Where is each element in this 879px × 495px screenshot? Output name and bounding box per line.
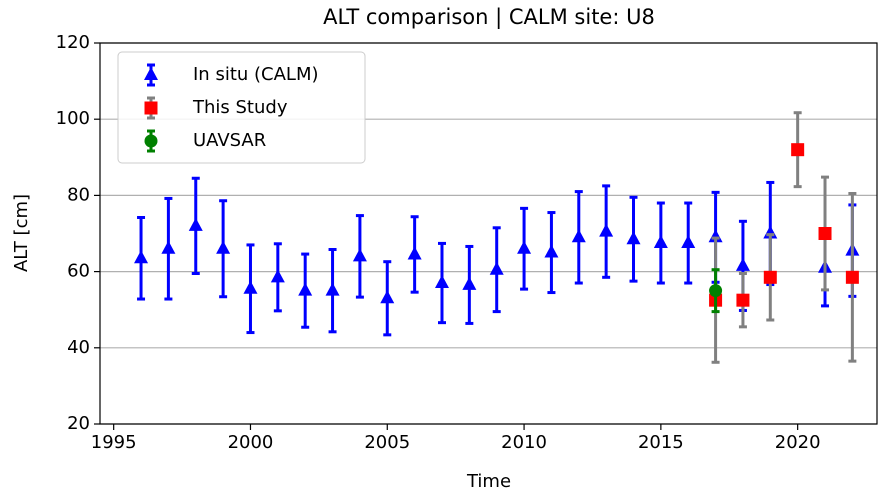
y-tick-label: 40 <box>67 337 90 358</box>
marker <box>681 235 696 249</box>
marker <box>517 240 532 254</box>
legend-entry: UAVSAR <box>144 129 266 153</box>
legend-entry: In situ (CALM) <box>144 63 319 87</box>
marker <box>791 143 805 157</box>
x-tick-label: 2005 <box>364 432 410 453</box>
marker <box>599 223 614 237</box>
y-tick-label: 120 <box>56 32 90 53</box>
y-tick-label: 100 <box>56 108 90 129</box>
marker <box>134 250 149 264</box>
legend-entry: This Study <box>144 96 288 120</box>
marker <box>352 248 367 262</box>
marker <box>653 235 668 249</box>
x-tick-label: 2000 <box>228 432 274 453</box>
y-tick-label: 20 <box>67 413 90 434</box>
marker <box>325 282 340 296</box>
marker <box>818 227 832 240</box>
marker <box>270 269 285 283</box>
marker <box>462 276 477 290</box>
legend: In situ (CALM) This Study UAVSAR <box>117 51 366 164</box>
marker <box>736 293 750 307</box>
x-tick-label: 2020 <box>775 432 821 453</box>
marker <box>709 284 723 298</box>
marker <box>434 275 449 289</box>
marker <box>845 270 859 284</box>
marker <box>243 280 258 294</box>
marker <box>763 270 777 284</box>
x-tick-label: 2010 <box>501 432 547 453</box>
legend-marker <box>144 101 158 115</box>
marker <box>298 282 313 296</box>
y-tick-label: 80 <box>67 184 90 205</box>
marker <box>626 231 641 245</box>
y-axis-label: ALT [cm] <box>11 194 32 272</box>
legend-marker <box>144 134 158 148</box>
marker <box>216 240 231 254</box>
x-tick-label: 1995 <box>91 432 137 453</box>
marker <box>735 257 750 271</box>
chart-title: ALT comparison | CALM site: U8 <box>323 5 655 30</box>
plot-frame <box>99 42 878 425</box>
marker <box>489 261 504 275</box>
legend-frame <box>117 51 366 164</box>
marker <box>544 244 559 258</box>
marker <box>571 229 586 243</box>
marker <box>188 217 203 231</box>
marker <box>161 240 176 254</box>
legend-label: UAVSAR <box>193 130 266 151</box>
legend-marker <box>144 67 158 80</box>
x-axis-label: Time <box>466 471 511 492</box>
marker <box>407 246 422 260</box>
x-tick-label: 2015 <box>638 432 684 453</box>
legend-label: In situ (CALM) <box>193 64 319 85</box>
marker <box>380 290 395 304</box>
y-tick-label: 60 <box>67 261 90 282</box>
legend-label: This Study <box>192 97 288 118</box>
